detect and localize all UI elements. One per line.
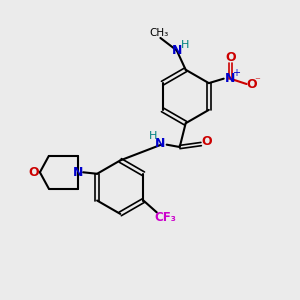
Text: N: N (172, 44, 182, 57)
Text: CF₃: CF₃ (154, 211, 176, 224)
Text: N: N (225, 72, 236, 85)
Text: O: O (202, 135, 212, 148)
Text: H: H (181, 40, 189, 50)
Text: O: O (225, 51, 236, 64)
Text: +: + (232, 68, 240, 78)
Text: ⁻: ⁻ (254, 76, 260, 86)
Text: N: N (73, 166, 83, 179)
Text: H: H (149, 131, 157, 141)
Text: O: O (28, 166, 39, 179)
Text: O: O (247, 77, 257, 91)
Text: CH₃: CH₃ (149, 28, 169, 38)
Text: N: N (154, 137, 165, 150)
